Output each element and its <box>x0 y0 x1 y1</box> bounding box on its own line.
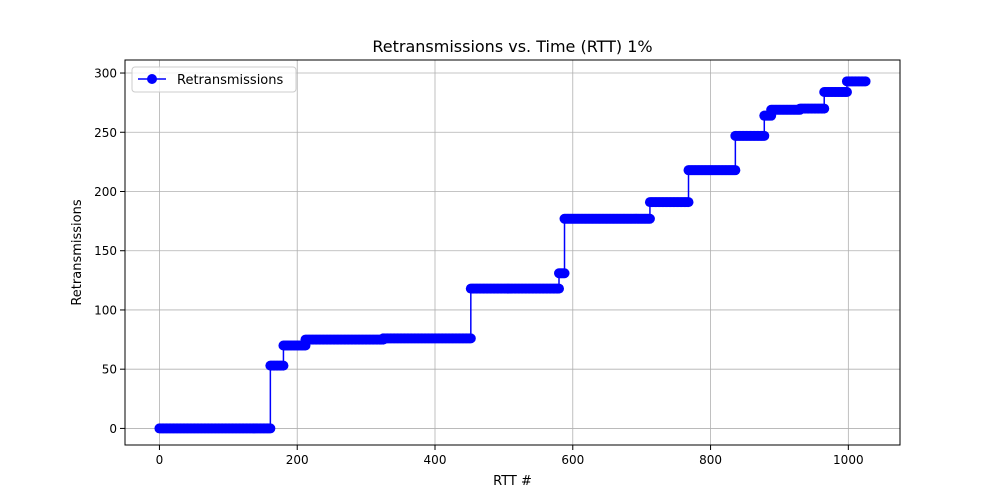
series-layer <box>154 76 870 433</box>
data-point <box>560 268 570 278</box>
y-axis-label: Retransmissions <box>70 199 85 305</box>
y-tick-label: 50 <box>102 363 117 377</box>
y-tick-label: 300 <box>94 67 117 81</box>
x-tick-label: 800 <box>699 453 722 467</box>
data-point <box>730 165 740 175</box>
y-tick-label: 200 <box>94 185 117 199</box>
data-point <box>759 131 769 141</box>
data-point <box>684 197 694 207</box>
legend-marker <box>147 74 157 84</box>
x-tick-label: 200 <box>286 453 309 467</box>
data-point <box>554 284 564 294</box>
y-tick-label: 150 <box>94 244 117 258</box>
data-point <box>278 361 288 371</box>
data-point <box>466 333 476 343</box>
x-tick-label: 600 <box>561 453 584 467</box>
data-point <box>861 76 871 86</box>
axes: 0 200 400 600 800 1000 0 50 100 150 200 250 300 <box>94 67 864 467</box>
x-tick-label: 400 <box>424 453 447 467</box>
data-point <box>819 104 829 114</box>
x-tick-label: 0 <box>156 453 164 467</box>
plot-frame <box>125 60 900 445</box>
x-tick-label: 1000 <box>833 453 864 467</box>
data-point <box>645 214 655 224</box>
grid <box>125 60 900 445</box>
legend-label: Retransmissions <box>177 73 283 88</box>
legend: Retransmissions <box>132 67 296 92</box>
y-tick-label: 0 <box>109 422 117 436</box>
data-point <box>842 87 852 97</box>
x-axis-label: RTT # <box>493 474 532 489</box>
y-tick-label: 250 <box>94 126 117 140</box>
data-point <box>265 423 275 433</box>
chart-title: Retransmissions vs. Time (RTT) 1% <box>372 37 652 56</box>
y-tick-label: 100 <box>94 303 117 317</box>
